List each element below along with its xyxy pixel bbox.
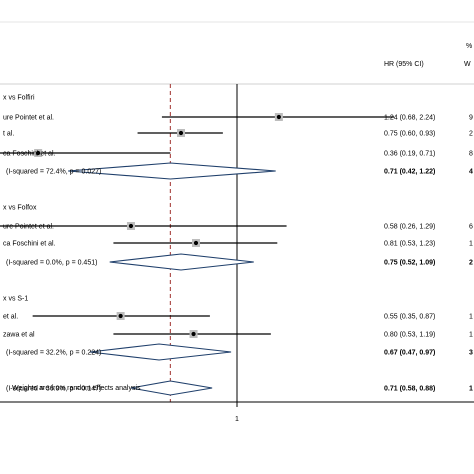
ci-text: 0.71 (0.42, 1.22) bbox=[384, 169, 435, 176]
study-label: ure Pointet et al. bbox=[3, 115, 54, 122]
subgroup-label: x vs Folfox bbox=[3, 205, 37, 212]
ci-text: 0.71 (0.58, 0.88) bbox=[384, 386, 435, 393]
subgroup-label: x vs Folfiri bbox=[3, 95, 35, 102]
point-estimate bbox=[191, 331, 196, 337]
weight-text: 8 bbox=[469, 151, 473, 158]
point-estimate bbox=[128, 223, 134, 229]
weight-text: 1 bbox=[469, 241, 473, 248]
header-band bbox=[0, 22, 474, 84]
study-label: ca Foschini et al. bbox=[3, 241, 56, 248]
study-label: et al. bbox=[3, 314, 18, 321]
ci-text: 0.75 (0.60, 0.93) bbox=[384, 131, 435, 138]
overall-diamond bbox=[130, 380, 213, 396]
point-estimate bbox=[276, 114, 281, 120]
ci-text: 0.58 (0.26, 1.29) bbox=[384, 224, 435, 231]
weight-text: 1 bbox=[469, 386, 473, 393]
point-estimate bbox=[36, 150, 41, 156]
study-label: ure Pointet et al. bbox=[3, 224, 54, 231]
subgroup-diamond bbox=[109, 253, 254, 271]
subgroup-diamond bbox=[89, 343, 232, 361]
study-label: zawa et al bbox=[3, 332, 35, 339]
subgroup-diamond bbox=[68, 162, 276, 180]
ci-text: 0.80 (0.53, 1.19) bbox=[384, 332, 435, 339]
summary-label: (I-squared = 0.0%, p = 0.451) bbox=[6, 260, 97, 267]
point-estimate bbox=[178, 130, 184, 136]
ci-text: 0.55 (0.35, 0.87) bbox=[384, 314, 435, 321]
weight-column-header-top: % bbox=[466, 43, 472, 50]
weight-text: 4 bbox=[469, 169, 473, 176]
weight-text: 2 bbox=[469, 260, 473, 267]
ci-text: 0.36 (0.19, 0.71) bbox=[384, 151, 435, 158]
ci-text: 1.24 (0.68, 2.24) bbox=[384, 115, 435, 122]
point-estimate bbox=[193, 240, 199, 246]
weight-text: 9 bbox=[469, 115, 473, 122]
point-estimate bbox=[118, 313, 123, 319]
summary-label: (I-squared = 32.2%, p = 0.224) bbox=[6, 350, 101, 357]
weight-text: 6 bbox=[469, 224, 473, 231]
plot-marks bbox=[0, 113, 394, 396]
footnote: Weights are from random effects analysis bbox=[12, 385, 141, 392]
study-label: t al. bbox=[3, 131, 14, 138]
ci-text: 0.75 (0.52, 1.09) bbox=[384, 260, 435, 267]
weight-text: 3 bbox=[469, 350, 473, 357]
weight-column-header: W bbox=[464, 61, 471, 68]
hr-column-header: HR (95% CI) bbox=[384, 61, 424, 68]
weight-text: 1 bbox=[469, 314, 473, 321]
ci-text: 0.81 (0.53, 1.23) bbox=[384, 241, 435, 248]
ci-text: 0.67 (0.47, 0.97) bbox=[384, 350, 435, 357]
weight-text: 1 bbox=[469, 332, 473, 339]
summary-label: (I-squared = 72.4%, p = 0.027) bbox=[6, 169, 101, 176]
x-tick-label: 1 bbox=[235, 416, 239, 423]
overall-label: (I-squared = 36.9%, p = 0.147) bbox=[6, 386, 101, 393]
weight-text: 2 bbox=[469, 131, 473, 138]
subgroup-label: x vs S-1 bbox=[3, 296, 28, 303]
study-label: ca Foschini et al. bbox=[3, 151, 56, 158]
